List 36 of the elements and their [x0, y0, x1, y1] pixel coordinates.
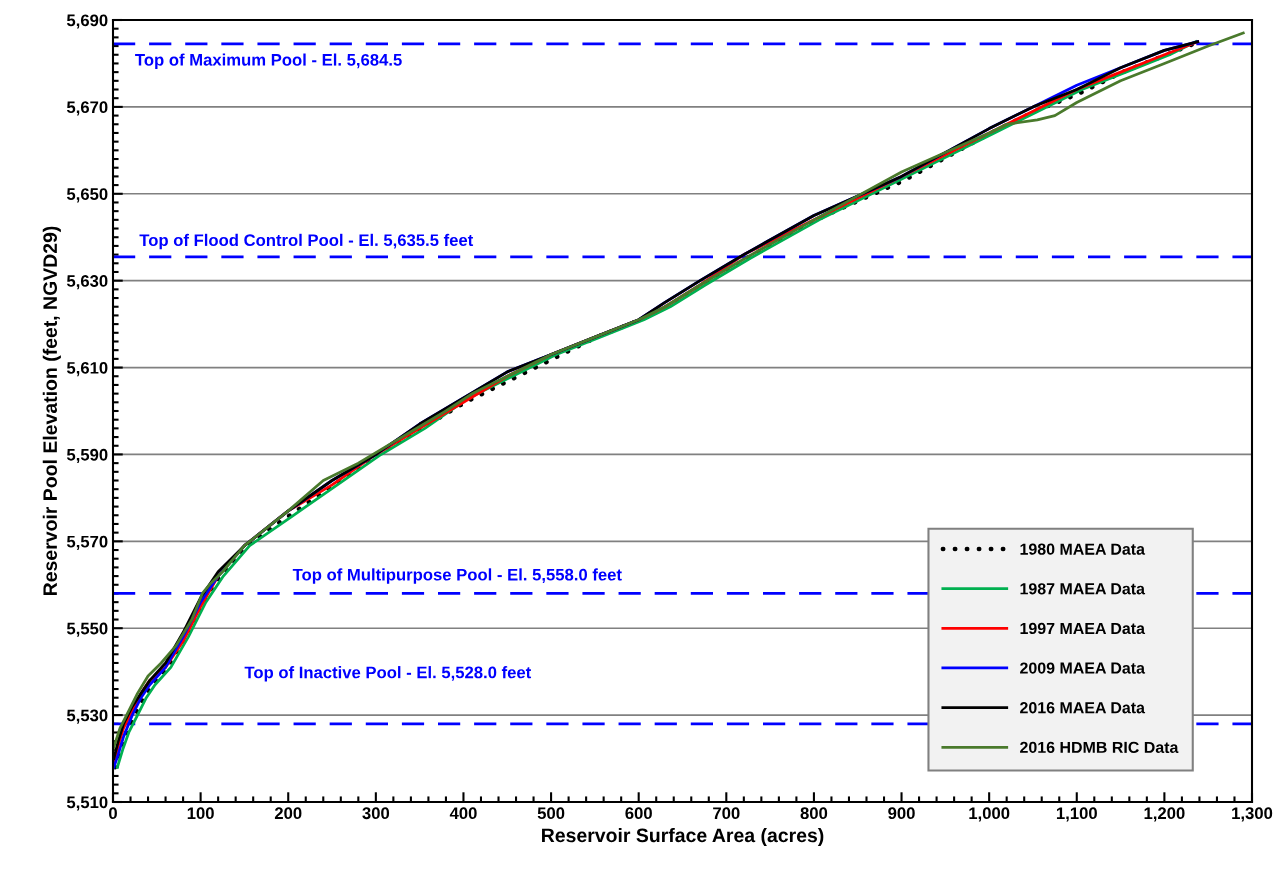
y-tick-label: 5,690: [66, 14, 108, 29]
y-tick-label: 5,650: [66, 188, 108, 203]
legend-label: 2009 MAEA Data: [1020, 662, 1146, 674]
x-tick-label: 400: [449, 807, 477, 820]
y-tick-label: 5,570: [66, 535, 108, 550]
x-tick-label: 300: [362, 807, 390, 820]
x-tick-label: 900: [888, 807, 915, 820]
x-tick-label: 1,100: [1056, 807, 1097, 822]
y-axis-title: Reservoir Pool Elevation (feet, NGVD29): [42, 226, 61, 596]
legend-label: 2016 HDMB RIC Data: [1020, 741, 1179, 754]
ref-line-label: Top of Flood Control Pool - El. 5,635.5 feet: [139, 233, 474, 250]
x-tick-label: 1,000: [969, 807, 1010, 822]
y-tick-label: 5,550: [66, 622, 108, 637]
legend-label: 1997 MAEA Data: [1020, 622, 1146, 635]
y-tick-label: 5,590: [66, 448, 108, 464]
legend-label: 1987 MAEA Data: [1020, 583, 1146, 595]
x-tick-label: 1,300: [1232, 807, 1273, 822]
x-tick-label: 600: [625, 807, 652, 820]
y-tick-label: 5,670: [66, 101, 108, 116]
legend-label: 2016 MAEA Data: [1020, 702, 1146, 714]
x-tick-label: 500: [537, 807, 565, 820]
x-tick-label: 700: [713, 807, 740, 820]
x-tick-label: 0: [109, 807, 117, 820]
y-tick-label: 5,530: [66, 709, 108, 724]
ref-line-label: Top of Multipurpose Pool - El. 5,558.0 feet: [292, 568, 622, 584]
ref-line-label: Top of Inactive Pool - El. 5,528.0 feet: [244, 666, 532, 682]
x-tick-label: 100: [187, 807, 214, 820]
y-tick-label: 5,610: [66, 361, 108, 377]
x-axis-title: Reservoir Surface Area (acres): [542, 827, 824, 847]
legend-label: 1980 MAEA Data: [1020, 543, 1146, 555]
x-tick-label: 800: [800, 807, 828, 820]
ref-line-label: Top of Maximum Pool - El. 5,684.5: [135, 53, 402, 70]
x-tick-label: 200: [274, 807, 302, 820]
y-tick-label: 5,630: [66, 275, 108, 290]
y-tick-label: 5,510: [66, 796, 108, 811]
x-tick-label: 1,200: [1144, 807, 1185, 822]
